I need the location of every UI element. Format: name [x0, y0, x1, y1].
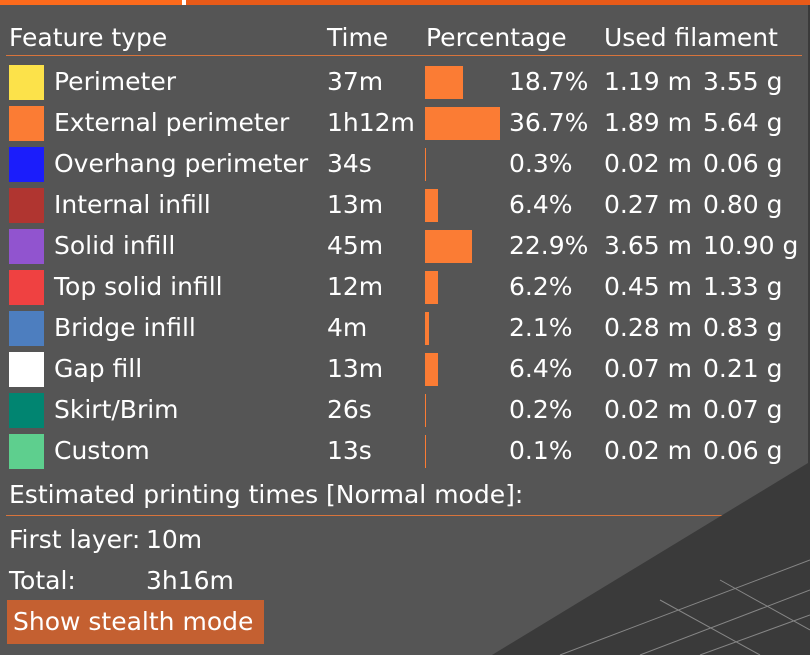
feature-color-swatch[interactable]: [9, 311, 44, 346]
feature-percentage-bar: [425, 271, 438, 304]
feature-percentage-bar: [425, 189, 438, 222]
feature-time: 45m: [327, 231, 384, 260]
feature-time: 13s: [327, 436, 372, 465]
feature-time: 13m: [327, 190, 384, 219]
feature-percent: 0.1%: [509, 436, 573, 465]
feature-percent: 18.7%: [509, 67, 589, 96]
header-separator: [6, 55, 802, 56]
feature-weight: 0.83 g: [703, 313, 783, 342]
feature-weight: 3.55 g: [703, 67, 783, 96]
feature-time: 12m: [327, 272, 384, 301]
feature-percentage-bar: [425, 66, 463, 99]
feature-color-swatch[interactable]: [9, 188, 44, 223]
feature-percentage-bar: [425, 435, 426, 468]
feature-time: 13m: [327, 354, 384, 383]
feature-name: Perimeter: [54, 67, 176, 96]
total-label: Total:: [9, 566, 76, 595]
header-feature-type: Feature type: [9, 23, 168, 52]
feature-length: 0.02 m: [604, 395, 692, 424]
header-used-filament: Used filament: [604, 23, 778, 52]
feature-weight: 1.33 g: [703, 272, 783, 301]
estimated-times-title: Estimated printing times [Normal mode]:: [9, 480, 524, 509]
feature-color-swatch[interactable]: [9, 229, 44, 264]
feature-percent: 2.1%: [509, 313, 573, 342]
feature-weight: 0.80 g: [703, 190, 783, 219]
feature-color-swatch[interactable]: [9, 270, 44, 305]
tab-strip-accent: [186, 0, 810, 5]
feature-row[interactable]: External perimeter 1h12m 36.7% 1.89 m 5.64 g: [0, 103, 808, 144]
show-stealth-mode-button[interactable]: Show stealth mode: [7, 600, 264, 644]
feature-percentage-bar: [425, 394, 426, 427]
feature-name: Internal infill: [54, 190, 211, 219]
feature-weight: 10.90 g: [703, 231, 799, 260]
feature-length: 0.07 m: [604, 354, 692, 383]
feature-name: Custom: [54, 436, 150, 465]
feature-length: 0.28 m: [604, 313, 692, 342]
feature-color-swatch[interactable]: [9, 106, 44, 141]
feature-length: 1.19 m: [604, 67, 692, 96]
feature-percent: 0.2%: [509, 395, 573, 424]
total-value: 3h16m: [146, 566, 234, 595]
feature-length: 3.65 m: [604, 231, 692, 260]
feature-percent: 0.3%: [509, 149, 573, 178]
feature-time: 37m: [327, 67, 384, 96]
feature-percentage-bar: [425, 148, 426, 181]
feature-row[interactable]: Skirt/Brim 26s 0.2% 0.02 m 0.07 g: [0, 390, 808, 431]
feature-color-swatch[interactable]: [9, 352, 44, 387]
feature-weight: 0.06 g: [703, 436, 783, 465]
feature-length: 0.45 m: [604, 272, 692, 301]
feature-length: 0.02 m: [604, 436, 692, 465]
feature-length: 1.89 m: [604, 108, 692, 137]
feature-name: Top solid infill: [54, 272, 223, 301]
feature-row[interactable]: Top solid infill 12m 6.2% 0.45 m 1.33 g: [0, 267, 808, 308]
first-layer-value: 10m: [146, 525, 203, 554]
header-time: Time: [327, 23, 389, 52]
feature-time: 1h12m: [327, 108, 415, 137]
feature-row[interactable]: Bridge infill 4m 2.1% 0.28 m 0.83 g: [0, 308, 808, 349]
feature-time: 26s: [327, 395, 372, 424]
feature-row[interactable]: Gap fill 13m 6.4% 0.07 m 0.21 g: [0, 349, 808, 390]
feature-percentage-bar: [425, 230, 472, 263]
feature-color-swatch[interactable]: [9, 147, 44, 182]
feature-name: Skirt/Brim: [54, 395, 179, 424]
feature-name: Solid infill: [54, 231, 176, 260]
feature-row[interactable]: Solid infill 45m 22.9% 3.65 m 10.90 g: [0, 226, 808, 267]
feature-time: 4m: [327, 313, 368, 342]
feature-weight: 0.21 g: [703, 354, 783, 383]
header-percentage: Percentage: [426, 23, 567, 52]
feature-row[interactable]: Overhang perimeter 34s 0.3% 0.02 m 0.06 g: [0, 144, 808, 185]
feature-percent: 6.2%: [509, 272, 573, 301]
feature-weight: 0.06 g: [703, 149, 783, 178]
feature-name: Bridge infill: [54, 313, 196, 342]
first-layer-label: First layer:: [9, 525, 141, 554]
feature-percentage-bar: [425, 353, 438, 386]
feature-name: Gap fill: [54, 354, 143, 383]
feature-weight: 5.64 g: [703, 108, 783, 137]
estimated-separator: [6, 515, 802, 516]
feature-name: External perimeter: [54, 108, 290, 137]
feature-color-swatch[interactable]: [9, 65, 44, 100]
feature-time: 34s: [327, 149, 372, 178]
feature-percent: 36.7%: [509, 108, 589, 137]
tab-active-indicator[interactable]: [0, 0, 182, 5]
feature-row[interactable]: Perimeter 37m 18.7% 1.19 m 3.55 g: [0, 62, 808, 103]
feature-length: 0.02 m: [604, 149, 692, 178]
feature-row[interactable]: Internal infill 13m 6.4% 0.27 m 0.80 g: [0, 185, 808, 226]
feature-row[interactable]: Custom 13s 0.1% 0.02 m 0.06 g: [0, 431, 808, 472]
feature-percentage-bar: [425, 312, 429, 345]
feature-weight: 0.07 g: [703, 395, 783, 424]
feature-percentage-bar: [425, 107, 500, 140]
feature-name: Overhang perimeter: [54, 149, 309, 178]
feature-percent: 22.9%: [509, 231, 589, 260]
feature-color-swatch[interactable]: [9, 434, 44, 469]
feature-percent: 6.4%: [509, 190, 573, 219]
feature-length: 0.27 m: [604, 190, 692, 219]
feature-color-swatch[interactable]: [9, 393, 44, 428]
feature-percent: 6.4%: [509, 354, 573, 383]
